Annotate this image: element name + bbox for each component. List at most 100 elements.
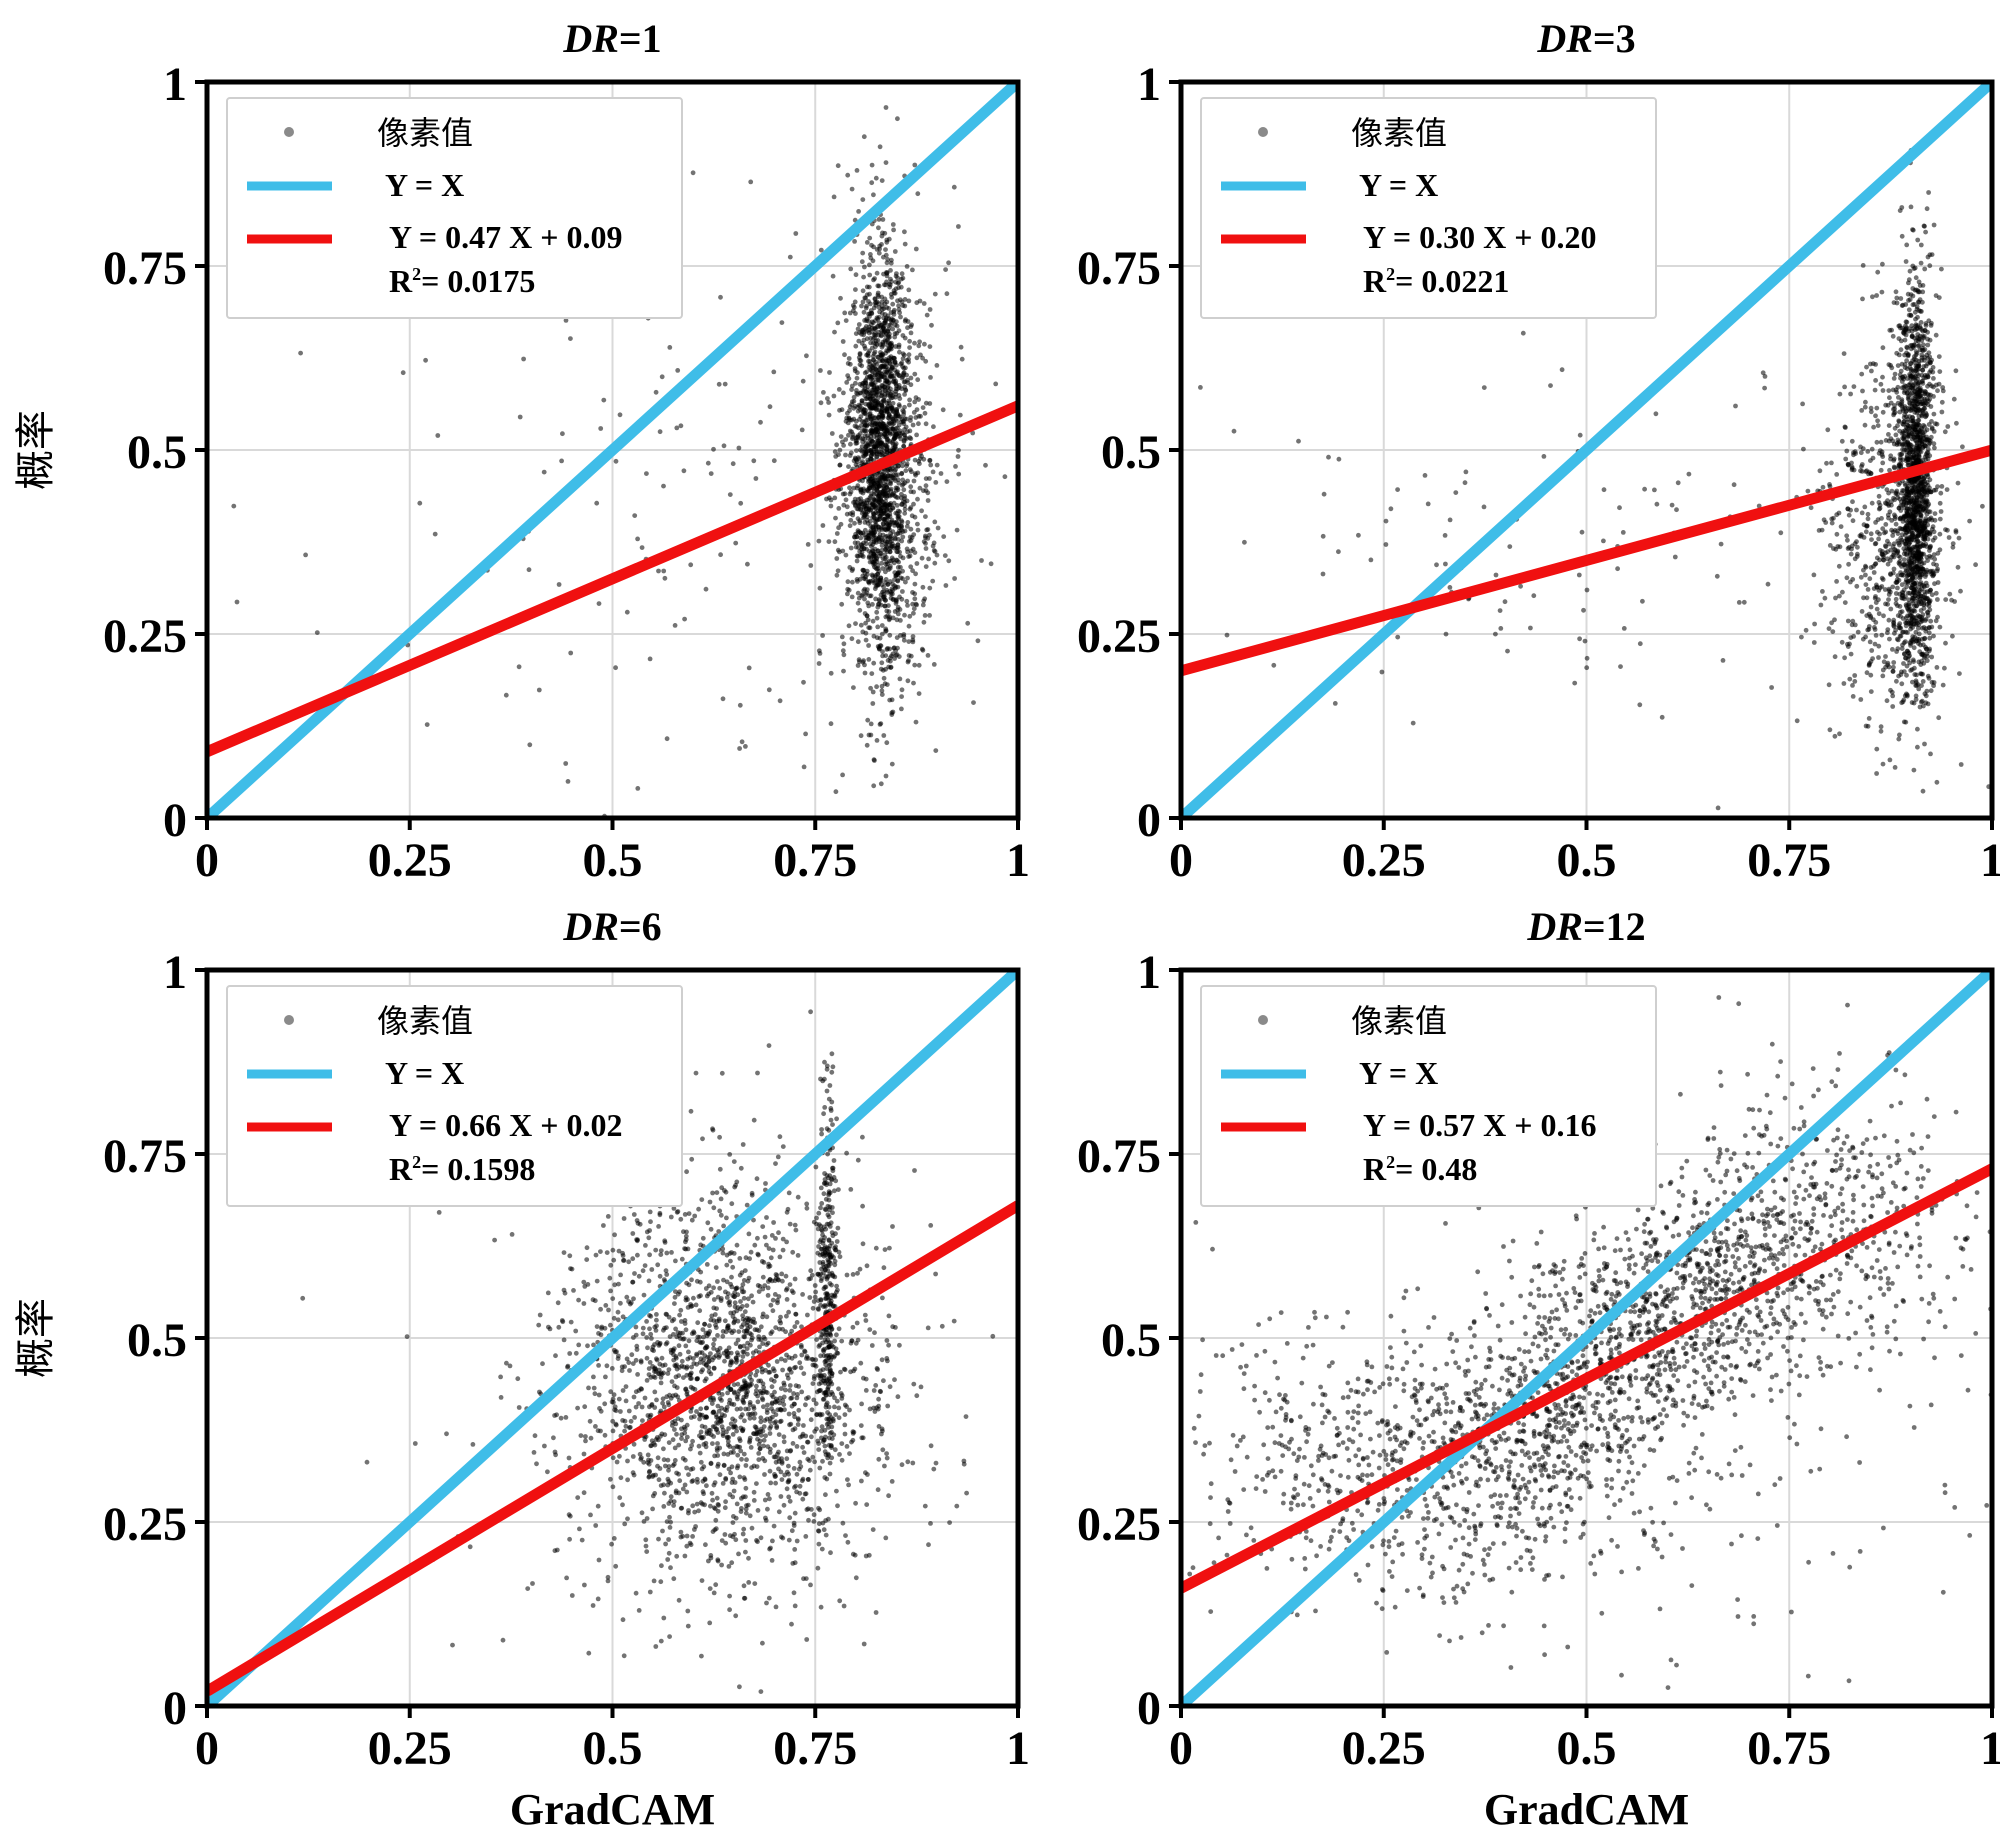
- data-point: [890, 557, 896, 563]
- data-point: [744, 1346, 750, 1351]
- data-point: [888, 665, 894, 670]
- data-point: [869, 671, 875, 676]
- data-point: [872, 349, 878, 355]
- data-point: [1915, 744, 1920, 750]
- data-point: [912, 596, 918, 602]
- data-point: [1942, 665, 1947, 671]
- data-point: [1892, 406, 1897, 412]
- data-point: [854, 553, 860, 559]
- data-point: [916, 343, 922, 349]
- data-point: [1920, 536, 1926, 542]
- data-point: [1864, 595, 1870, 601]
- data-point: [1886, 432, 1891, 437]
- data-point: [1906, 394, 1911, 399]
- data-point: [848, 489, 854, 495]
- data-point: [1936, 715, 1942, 721]
- data-point: [934, 363, 940, 368]
- data-point: [1915, 524, 1921, 530]
- data-point: [801, 764, 807, 770]
- data-point: [1762, 385, 1767, 391]
- data-point: [876, 597, 882, 602]
- data-point: [870, 501, 875, 507]
- x-tick-label: 1: [1006, 834, 1030, 887]
- data-point: [887, 373, 893, 379]
- data-point: [918, 413, 923, 419]
- data-point: [1918, 593, 1924, 599]
- data-point: [1875, 418, 1880, 424]
- data-point: [860, 288, 866, 294]
- data-point: [633, 1590, 639, 1596]
- data-point: [1917, 500, 1923, 506]
- data-point: [708, 471, 714, 476]
- data-point: [743, 744, 748, 749]
- data-point: [1921, 375, 1927, 380]
- data-point: [866, 284, 872, 290]
- data-point: [887, 369, 893, 374]
- data-point: [908, 382, 914, 388]
- data-point: [840, 491, 846, 497]
- data-point: [435, 433, 441, 438]
- data-point: [932, 519, 938, 525]
- data-point: [954, 527, 960, 533]
- data-point: [1880, 460, 1886, 466]
- data-point: [887, 284, 893, 290]
- data-point: [866, 657, 872, 662]
- data-point: [908, 489, 914, 495]
- data-point: [610, 1455, 616, 1461]
- data-point: [893, 389, 899, 394]
- data-point: [598, 426, 604, 431]
- data-point: [836, 1405, 842, 1411]
- data-point: [1887, 467, 1892, 473]
- data-point: [1584, 665, 1590, 671]
- data-point: [818, 247, 824, 253]
- data-point: [1868, 531, 1874, 537]
- data-point: [933, 480, 939, 485]
- data-point: [1548, 383, 1553, 388]
- data-point: [908, 330, 914, 336]
- data-point: [1862, 404, 1868, 410]
- data-point: [1881, 659, 1887, 665]
- data-point: [1906, 277, 1912, 283]
- data-point: [1915, 726, 1920, 732]
- data-point: [1919, 494, 1925, 500]
- data-point: [844, 511, 850, 517]
- data-point: [1615, 566, 1620, 572]
- data-point: [1383, 542, 1389, 547]
- data-point: [1825, 427, 1831, 433]
- data-point: [1915, 332, 1921, 337]
- data-point: [902, 229, 907, 235]
- data-point: [922, 341, 927, 347]
- data-point: [1899, 646, 1905, 651]
- data-point: [1911, 434, 1916, 440]
- data-point: [792, 1547, 798, 1552]
- data-point: [875, 644, 881, 649]
- data-point: [1908, 204, 1914, 210]
- data-point: [1910, 386, 1915, 391]
- data-point: [1824, 460, 1829, 466]
- data-point: [901, 418, 906, 424]
- data-point: [583, 1434, 588, 1439]
- data-point: [861, 546, 867, 551]
- data-point: [1885, 556, 1890, 562]
- data-point: [1890, 693, 1896, 699]
- data-point: [1937, 531, 1943, 537]
- data-point: [1912, 608, 1918, 614]
- data-point: [1886, 664, 1892, 670]
- data-point: [1820, 484, 1826, 490]
- data-point: [872, 405, 878, 411]
- data-point: [1841, 351, 1847, 356]
- data-point: [897, 373, 902, 378]
- data-point: [1932, 445, 1937, 451]
- data-point: [861, 134, 867, 140]
- data-point: [845, 410, 850, 416]
- data-point: [1463, 469, 1469, 475]
- data-point: [1831, 515, 1836, 521]
- data-point: [1858, 450, 1864, 456]
- data-point: [860, 439, 866, 445]
- data-point: [895, 495, 900, 500]
- data-point: [886, 487, 891, 493]
- data-point: [890, 709, 896, 715]
- data-point: [941, 534, 947, 539]
- data-point: [933, 748, 939, 753]
- data-point: [693, 1302, 699, 1308]
